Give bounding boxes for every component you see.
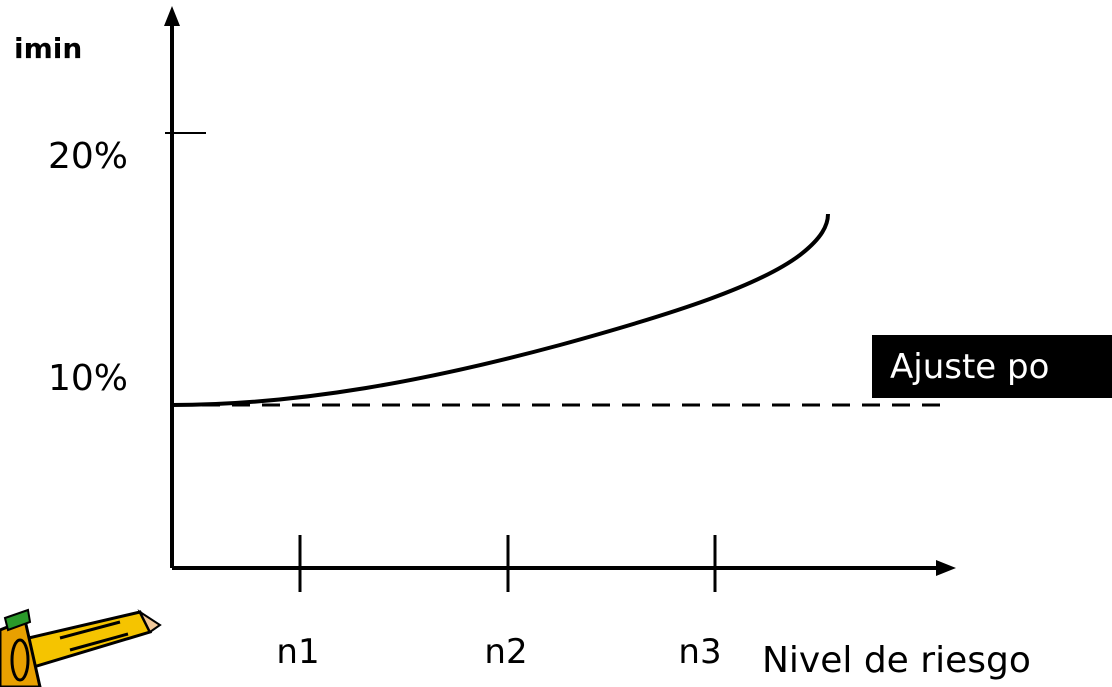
pencil-icon [0,608,162,687]
x-tick-label: n2 [484,632,527,672]
risk-curve [171,213,830,407]
x-tick-label: n3 [678,632,721,672]
x-axis-label: Nivel de riesgo [762,640,1031,681]
x-tick-label: n1 [276,632,319,672]
y-tick-label: 20% [48,136,128,177]
y-tick-label: 10% [48,358,128,399]
x-axis-arrow [936,560,956,576]
callout-text: Ajuste po [890,347,1049,387]
y-axis-label: imin [14,32,82,65]
callout-box [872,335,1112,398]
y-axis-arrow [164,6,180,26]
